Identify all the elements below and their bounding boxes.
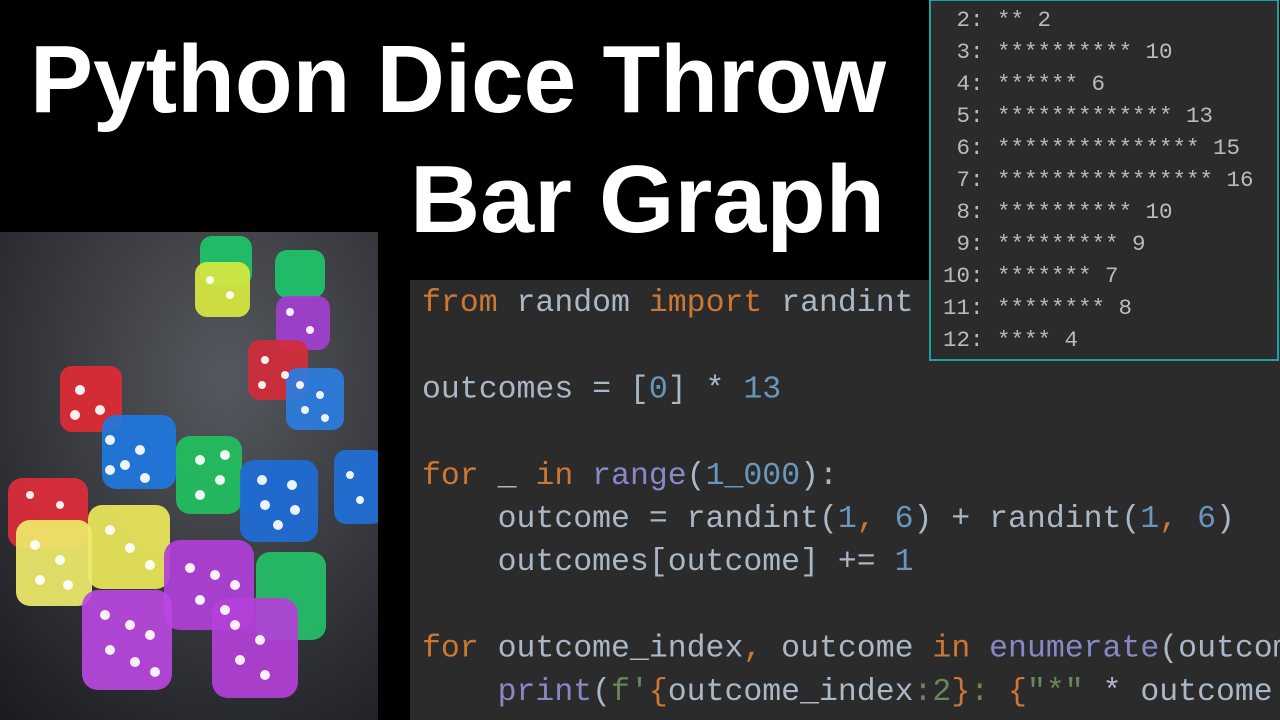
code-token (422, 675, 498, 710)
code-token: random (498, 286, 649, 321)
output-line: 5: ************* 13 (943, 103, 1213, 129)
output-line: 4: ****** 6 (943, 71, 1105, 97)
code-line: outcomes = [0] * 13 (422, 373, 781, 408)
output-line: 6: *************** 15 (943, 135, 1240, 161)
code-token: outcomes[outcome] += (422, 546, 895, 581)
code-token: from (422, 286, 498, 321)
code-token: outcome = randint( (422, 502, 838, 537)
title-line: Python Dice Throw (30, 26, 886, 133)
code-token: enumerate (989, 632, 1159, 667)
code-token: print (498, 675, 593, 710)
code-line: print(f'{outcome_index:2}: {"*" * outcom… (422, 675, 1273, 710)
code-token: 0 (649, 373, 668, 408)
code-token: outcome_index (479, 632, 744, 667)
code-token: :2 (914, 675, 952, 710)
code-token: ) (1216, 502, 1235, 537)
code-editor: from random import randint outcomes = [0]… (410, 280, 1280, 720)
dice-photo (0, 232, 378, 720)
code-token: for (422, 459, 479, 494)
code-token: outcome_index (668, 675, 914, 710)
code-token: randint (762, 286, 913, 321)
code-line: from random import randint (422, 286, 914, 321)
output-line: 12: **** 4 (943, 327, 1078, 353)
code-token: 1 (1140, 502, 1159, 537)
code-token: , (857, 502, 895, 537)
output-line: 10: ******* 7 (943, 263, 1119, 289)
code-token: , (743, 632, 762, 667)
code-token: { (649, 675, 668, 710)
code-token: import (649, 286, 762, 321)
code-line: for _ in range(1_000): (422, 459, 838, 494)
code-token: ( (687, 459, 706, 494)
code-token: 1 (895, 546, 914, 581)
output-line: 2: ** 2 (943, 7, 1051, 33)
code-token: 1 (838, 502, 857, 537)
output-line: 7: **************** 16 (943, 167, 1254, 193)
code-token: 6 (1197, 502, 1216, 537)
code-token: ) + randint( (914, 502, 1141, 537)
code-token: ): (800, 459, 838, 494)
code-token: _ (479, 459, 536, 494)
code-token: in (535, 459, 573, 494)
code-token (970, 632, 989, 667)
code-token: } (951, 675, 970, 710)
code-token: : (970, 675, 1008, 710)
code-token: for (422, 632, 479, 667)
output-panel: 2: ** 2 3: ********** 10 4: ****** 6 5: … (929, 0, 1279, 361)
code-line: outcome = randint(1, 6) + randint(1, 6) (422, 502, 1235, 537)
output-line: 11: ******** 8 (943, 295, 1132, 321)
code-token: { (1008, 675, 1027, 710)
code-token: ] * (668, 373, 744, 408)
code-token: in (932, 632, 970, 667)
code-line: for outcome_index, outcome in enumerate(… (422, 632, 1280, 667)
code-token: 13 (743, 373, 781, 408)
title-line: Bar Graph (410, 146, 885, 253)
output-line: 9: ********* 9 (943, 231, 1146, 257)
code-token: outcomes = [ (422, 373, 649, 408)
code-token: range (592, 459, 687, 494)
code-token: 1_000 (706, 459, 801, 494)
code-token: , (1159, 502, 1197, 537)
code-token: outcome (762, 632, 932, 667)
code-token: 6 (895, 502, 914, 537)
code-token: ( (592, 675, 611, 710)
code-line: outcomes[outcome] += 1 (422, 546, 913, 581)
code-token: f' (611, 675, 649, 710)
code-token (573, 459, 592, 494)
output-line: 8: ********** 10 (943, 199, 1173, 225)
output-line: 3: ********** 10 (943, 39, 1173, 65)
code-token: "*" (1027, 675, 1084, 710)
code-token: * outcome (1084, 675, 1273, 710)
code-token: (outcom (1159, 632, 1280, 667)
